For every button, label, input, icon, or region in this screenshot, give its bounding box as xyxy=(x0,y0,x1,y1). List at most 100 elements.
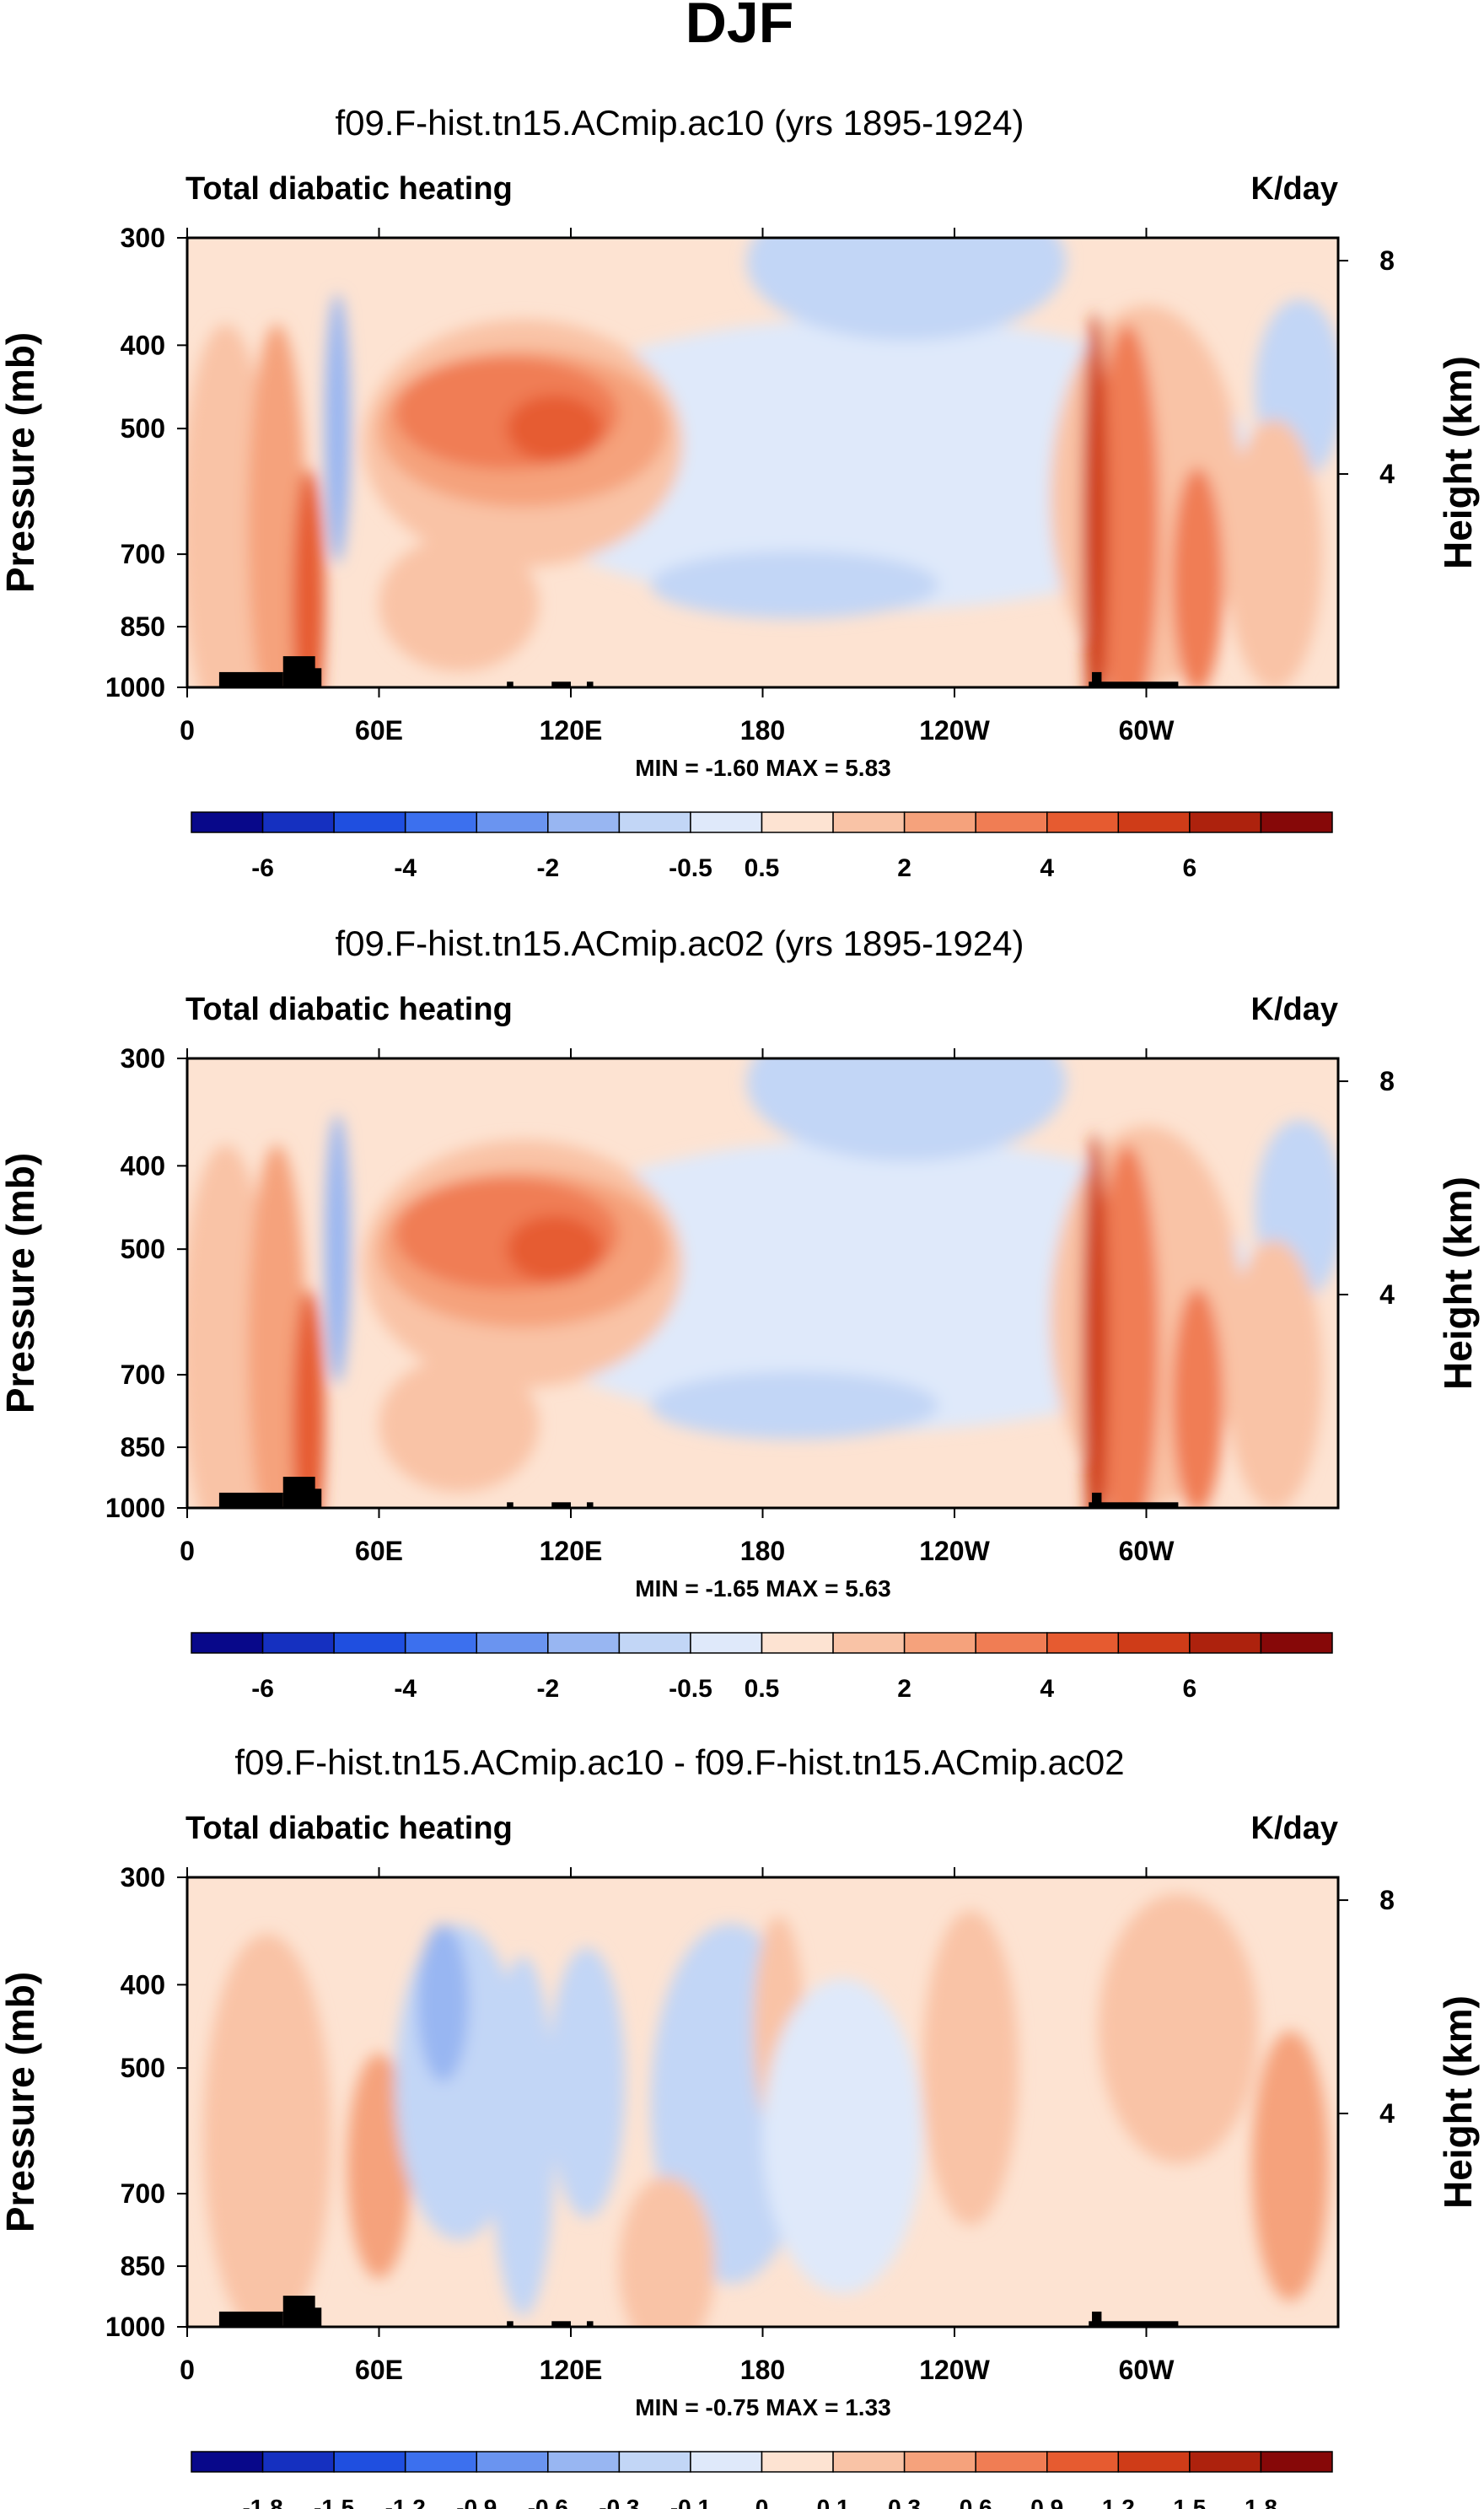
colorbar-label: -6 xyxy=(251,1675,274,1703)
colorbar-label: 2 xyxy=(897,1675,911,1703)
colorbar-box xyxy=(476,1632,549,1654)
contour-patch xyxy=(187,1144,271,1508)
colorbar-label: 0.9 xyxy=(1030,2495,1063,2509)
contour-patch xyxy=(922,1910,1019,2226)
topography xyxy=(507,1502,513,1508)
field-contours xyxy=(187,238,1338,687)
colorbar-box xyxy=(761,1632,834,1654)
topography xyxy=(1089,1502,1179,1508)
colorbar-label: -2 xyxy=(536,854,559,882)
colorbar-box xyxy=(191,2451,264,2473)
panel-title: f09.F-hist.tn15.ACmip.ac10 (yrs 1895-192… xyxy=(335,103,1024,143)
colorbar-box xyxy=(1260,811,1333,833)
colorbar-box xyxy=(333,2451,406,2473)
colorbar-label: -0.6 xyxy=(528,2495,568,2509)
colorbar-box xyxy=(547,811,621,833)
x-tick-label: 120W xyxy=(919,715,990,746)
field-contours xyxy=(202,1893,1329,2327)
y-right-tick-label: 8 xyxy=(1379,1885,1395,1915)
colorbar-label: -1.5 xyxy=(314,2495,354,2509)
colorbar-label: -4 xyxy=(394,1675,417,1703)
colorbar-box xyxy=(261,811,335,833)
colorbar-label: -0.5 xyxy=(669,1675,712,1703)
colorbar-label: 4 xyxy=(1040,854,1054,882)
x-tick-label: 0 xyxy=(180,2355,195,2385)
contour-patch xyxy=(1082,1133,1108,1508)
y-right-tick-label: 8 xyxy=(1379,1066,1395,1096)
x-tick-label: 120W xyxy=(919,2355,990,2385)
contour-patch xyxy=(1094,324,1159,687)
topography xyxy=(1089,2321,1179,2327)
colorbar-box xyxy=(618,811,691,833)
contour-patch xyxy=(746,1058,1067,1161)
colorbar-box xyxy=(1117,2451,1191,2473)
colorbar-box xyxy=(476,2451,549,2473)
colorbar-label: 0 xyxy=(755,2495,769,2509)
field-contours xyxy=(187,1058,1338,1508)
panel-units-label: K/day xyxy=(1251,1811,1338,1846)
topography xyxy=(551,681,571,687)
topography xyxy=(218,671,283,687)
colorbar-label: 6 xyxy=(1183,854,1197,882)
contour-patch xyxy=(293,469,325,687)
contour-patch xyxy=(379,536,540,672)
y-tick-label: 400 xyxy=(121,330,165,360)
colorbar-box xyxy=(832,2451,906,2473)
y-tick-label: 850 xyxy=(121,2251,165,2281)
colorbar-box xyxy=(1260,1632,1333,1654)
colorbar-label: 1.8 xyxy=(1245,2495,1277,2509)
colorbar-label: -6 xyxy=(251,854,274,882)
min-max-text: MIN = -1.60 MAX = 5.83 xyxy=(635,755,890,781)
y-tick-label: 1000 xyxy=(105,672,165,703)
colorbar-box xyxy=(261,2451,335,2473)
panel-left-label: Total diabatic heating xyxy=(186,992,513,1027)
colorbar-box xyxy=(690,811,763,833)
colorbar: -1.8 -1.5 -1.2 -0.9 -0.6 -0.3 -0.1 0 0.1 0.3 0.6 0.… xyxy=(191,2451,1333,2509)
colorbar-label: 1.2 xyxy=(1102,2495,1135,2509)
x-tick-label: 60W xyxy=(1119,1536,1175,1566)
colorbar-label: 1.5 xyxy=(1173,2495,1206,2509)
figure-title: DJF xyxy=(686,0,793,55)
y-right-axis-label: Height (km) xyxy=(1436,1176,1480,1390)
topography xyxy=(218,2311,283,2327)
contour-patch xyxy=(1171,1288,1223,1508)
y-tick-label: 500 xyxy=(121,413,165,444)
y-right-axis-label: Height (km) xyxy=(1436,356,1480,569)
y-tick-label: 1000 xyxy=(105,2312,165,2342)
y-tick-label: 400 xyxy=(121,1969,165,2000)
colorbar-label: 0.5 xyxy=(745,854,780,882)
colorbar-box xyxy=(903,2451,976,2473)
contour-patch xyxy=(1098,1893,1259,2164)
topography xyxy=(507,681,513,687)
x-tick-label: 60W xyxy=(1119,2355,1175,2385)
contour-patch xyxy=(248,1144,306,1508)
colorbar-box xyxy=(1117,811,1191,833)
colorbar-label: -1.2 xyxy=(385,2495,426,2509)
contour-patch xyxy=(293,1289,325,1508)
topography xyxy=(1089,681,1179,687)
colorbar-label: 0.3 xyxy=(888,2495,921,2509)
colorbar-label: -0.1 xyxy=(670,2495,711,2509)
y-tick-label: 700 xyxy=(121,539,165,569)
colorbar-box xyxy=(1117,1632,1191,1654)
panel-units-label: K/day xyxy=(1251,992,1338,1027)
contour-patch xyxy=(325,293,351,564)
colorbar-box xyxy=(761,811,834,833)
contour-patch xyxy=(618,2176,715,2327)
y-tick-label: 1000 xyxy=(105,1493,165,1523)
contour-patch xyxy=(548,1947,626,2218)
colorbar-label: -2 xyxy=(536,1675,559,1703)
y-right-axis-label: Height (km) xyxy=(1436,1995,1480,2209)
colorbar-box xyxy=(1046,1632,1120,1654)
chart-panel-1: f09.F-hist.tn15.ACmip.ac10 (yrs 1895-192… xyxy=(0,103,1480,882)
topography xyxy=(586,2321,594,2327)
colorbar-label: -1.8 xyxy=(242,2495,282,2509)
x-tick-label: 120E xyxy=(540,715,603,746)
x-tick-label: 60W xyxy=(1119,715,1175,746)
topography xyxy=(298,1489,322,1508)
colorbar-label: -0.9 xyxy=(456,2495,497,2509)
contour-patch xyxy=(248,324,306,687)
topography xyxy=(551,1502,571,1508)
colorbar-box xyxy=(404,1632,477,1654)
